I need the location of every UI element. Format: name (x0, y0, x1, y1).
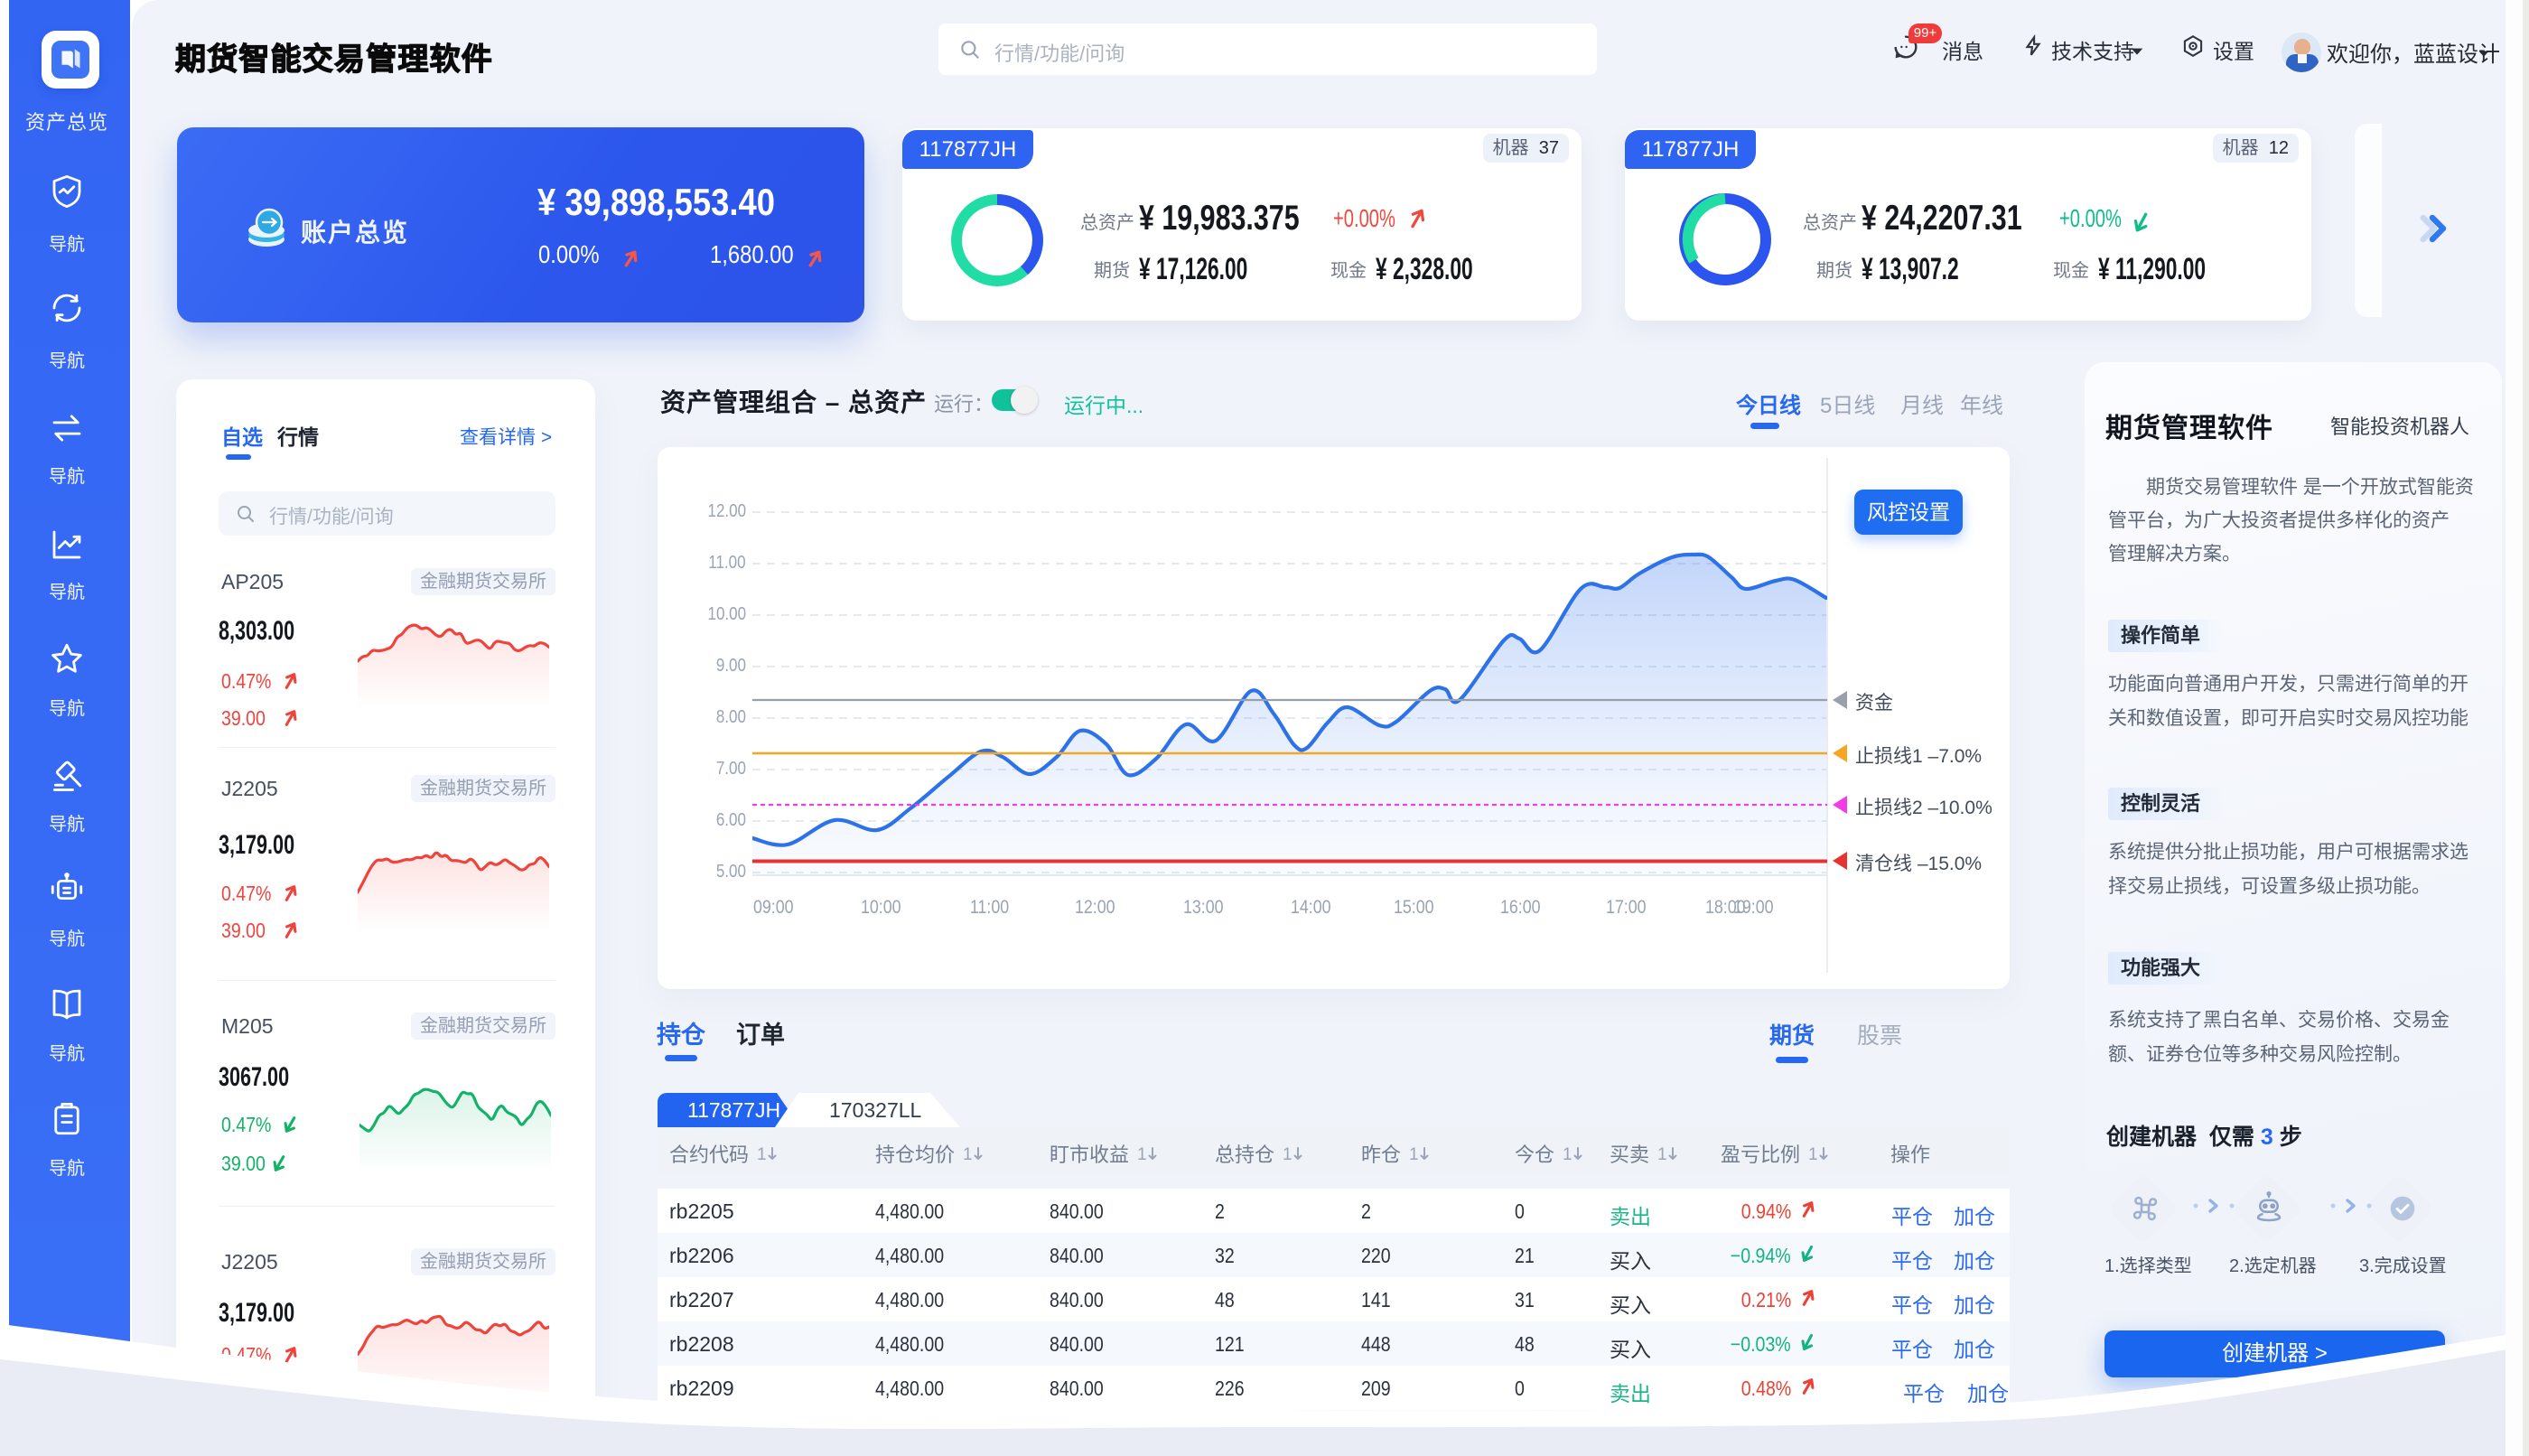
svg-text:1: 1 (1808, 1145, 1818, 1163)
svg-text:1: 1 (1283, 1145, 1292, 1163)
svg-text:1: 1 (1137, 1145, 1147, 1163)
svg-text:1: 1 (757, 1145, 767, 1163)
svg-text:1: 1 (1409, 1145, 1419, 1163)
svg-text:1: 1 (1563, 1145, 1572, 1163)
svg-text:1: 1 (1657, 1145, 1667, 1163)
svg-text:1: 1 (963, 1145, 973, 1163)
